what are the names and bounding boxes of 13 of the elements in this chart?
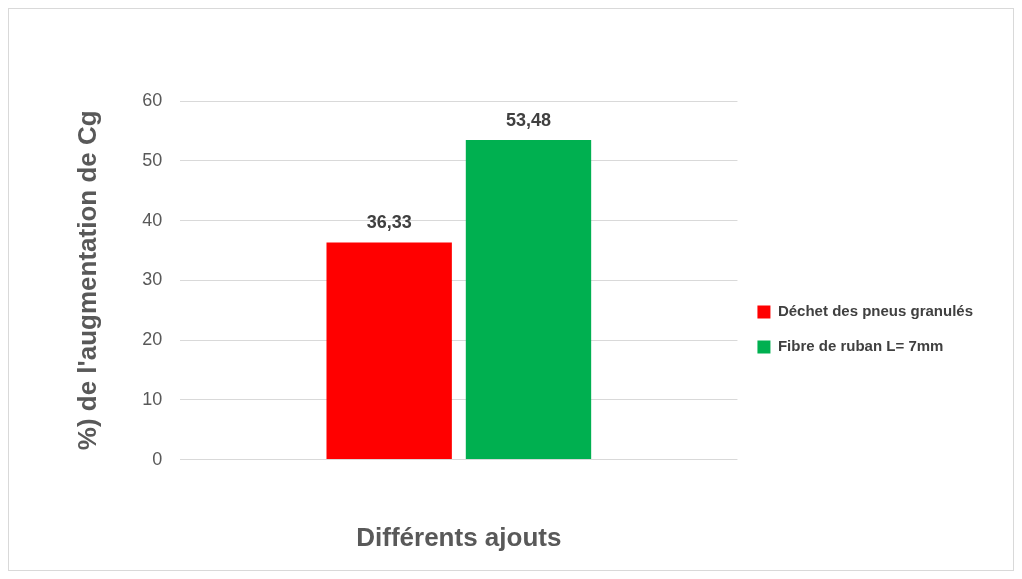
y-tick-label: 10 — [142, 388, 163, 409]
y-tick-label: 30 — [142, 269, 163, 290]
y-tick-label: 60 — [142, 89, 163, 110]
data-label: 36,33 — [366, 212, 412, 233]
y-axis-title: %) de l'augmentation de Cg — [71, 110, 102, 451]
legend-label: Déchet des pneus granulés — [777, 302, 973, 320]
legend-label: Fibre de ruban L= 7mm — [777, 337, 944, 355]
x-axis-title: Différents ajouts — [356, 521, 562, 552]
y-tick-label: 20 — [142, 329, 163, 350]
data-label: 53,48 — [505, 109, 552, 130]
y-tick-label: 40 — [142, 209, 163, 230]
y-tick-label: 50 — [142, 149, 163, 170]
y-tick-label: 0 — [152, 448, 163, 469]
